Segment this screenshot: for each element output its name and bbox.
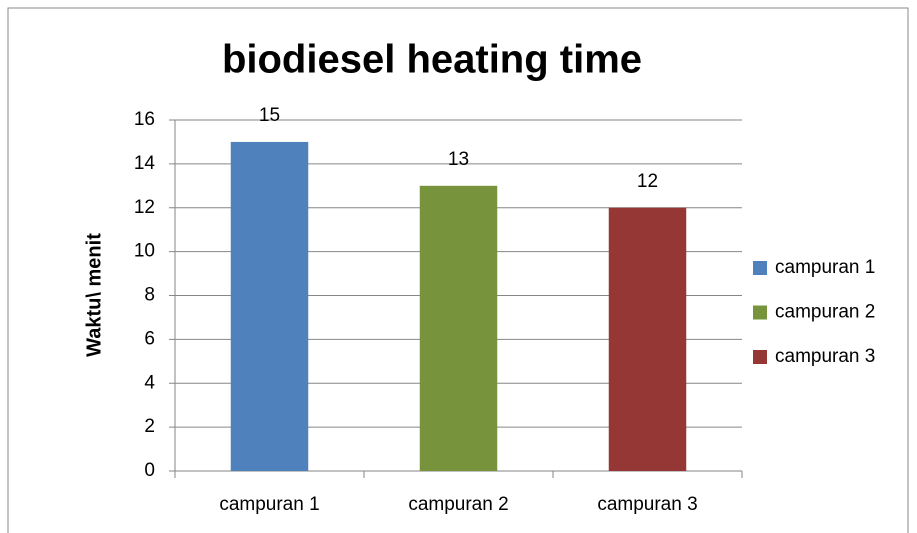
x-tick-label: campuran 3: [597, 494, 697, 515]
y-tick-label: 8: [144, 285, 155, 306]
chart-title: biodiesel heating time: [222, 38, 642, 82]
chart-border: [7, 7, 909, 533]
legend-swatch: [753, 261, 767, 275]
legend-label: campuran 3: [775, 346, 875, 367]
legend-swatch: [753, 350, 767, 364]
y-axis-label: Waktu\ menit: [83, 233, 105, 357]
y-tick-label: 10: [134, 241, 155, 262]
y-tick-label: 4: [144, 372, 155, 393]
data-label: 15: [259, 105, 280, 126]
y-tick-label: 0: [144, 460, 155, 481]
y-tick-label: 6: [144, 328, 155, 349]
bar: [230, 141, 309, 471]
bar: [419, 185, 498, 471]
y-tick-label: 14: [134, 153, 156, 174]
legend-label: campuran 2: [775, 302, 875, 323]
legend-swatch: [753, 305, 767, 320]
legend-label: campuran 1: [775, 257, 875, 278]
data-label: 12: [637, 171, 658, 192]
x-tick-label: campuran 1: [219, 494, 319, 515]
y-tick-label: 16: [134, 109, 155, 130]
data-label: 13: [448, 149, 469, 170]
y-tick-label: 2: [144, 416, 155, 437]
bar: [608, 207, 687, 471]
x-tick-label: campuran 2: [408, 494, 508, 515]
y-tick-label: 12: [134, 197, 155, 218]
